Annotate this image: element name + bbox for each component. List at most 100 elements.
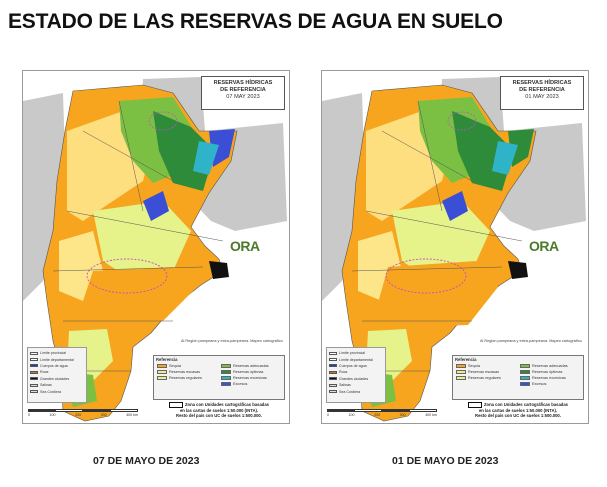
- base-legend-row: Salinas: [329, 382, 383, 388]
- legend-label: Cuerpos de agua: [339, 363, 367, 368]
- argentina-map-shape: [23, 77, 287, 422]
- legend-label: Reservas óptimas: [233, 370, 264, 374]
- legend-item: Reservas óptimas: [520, 370, 580, 374]
- base-legend-row: Límite provincial: [30, 350, 84, 356]
- soil-units-note: Zona con Unidades cartográficas basadas …: [452, 402, 584, 422]
- reference-box-date: 07 MAY 2023: [226, 94, 260, 100]
- legend-swatch-icon: [221, 364, 231, 368]
- excess-zone: [442, 191, 468, 221]
- base-legend-row: Salinas: [30, 382, 84, 388]
- legend-item: Reservas excesivas: [221, 376, 281, 380]
- sierra-ellipse: [86, 258, 168, 294]
- legend-swatch-icon: [30, 351, 38, 355]
- legend-label: Grandes ciudades: [339, 376, 369, 381]
- scale-tick: 300: [100, 413, 107, 417]
- excess-reserves-zone: [193, 141, 219, 175]
- legend-swatch-icon: [30, 377, 38, 381]
- map-caption-left: 07 DE MAYO DE 2023: [93, 455, 200, 467]
- legend-swatch-icon: [520, 364, 530, 368]
- legend-swatch-icon: [30, 370, 38, 374]
- note-line-3: Resto del país con UC de suelos 1:500.00…: [176, 413, 262, 418]
- legend-title: Referencia: [455, 357, 477, 362]
- legend-label: Límite departamental: [40, 357, 74, 362]
- legend-swatch-icon: [157, 370, 167, 374]
- note-line-1: Zona con Unidades cartográficas basadas: [184, 402, 269, 408]
- reserves-legend: Referencia Sequía Reservas adecuadas Reser…: [452, 355, 584, 400]
- scale-tick: 0: [28, 413, 30, 417]
- scale-tick: 200: [75, 413, 82, 417]
- legend-item: Reservas escasas: [456, 370, 516, 374]
- legend-item: Reservas excesivas: [520, 376, 580, 380]
- legend-title: Referencia: [156, 357, 178, 362]
- frame-swatch-icon: [467, 402, 482, 408]
- sierra-ellipse: [385, 258, 467, 294]
- argentina-map-shape: [322, 77, 586, 422]
- regular-reserves-zone: [93, 201, 191, 281]
- legend-label: Reservas excesivas: [532, 376, 566, 380]
- legend-swatch-icon: [221, 376, 231, 380]
- legend-swatch-icon: [329, 377, 337, 381]
- legend-item: Reservas regulares: [456, 376, 516, 380]
- reference-box-subtitle: DE REFERENCIA: [220, 87, 266, 93]
- reference-box: RESERVAS HÍDRICAS DE REFERENCIA 07 MAY 2…: [201, 76, 285, 110]
- legend-label: Reservas regulares: [468, 376, 501, 380]
- reference-box-title: RESERVAS HÍDRICAS: [512, 80, 572, 86]
- legend-swatch-icon: [456, 376, 466, 380]
- base-legend-row: Roca: [30, 369, 84, 375]
- map-caption-right: 01 DE MAYO DE 2023: [392, 455, 499, 467]
- ora-logo: ORA: [529, 238, 559, 254]
- legend-label: Reservas escasas: [468, 370, 500, 374]
- scale-tick: 100: [348, 413, 355, 417]
- city-marker: [209, 261, 229, 279]
- excess-reserves-zone: [492, 141, 518, 175]
- province-boundary: [52, 266, 204, 272]
- legend-label: Reservas excesivas: [233, 376, 267, 380]
- legend-label: Sea Cordiera: [339, 389, 361, 394]
- reference-box-title: RESERVAS HÍDRICAS: [213, 80, 273, 86]
- legend-label: Reservas adecuadas: [532, 364, 568, 368]
- legend-swatch-icon: [329, 370, 337, 374]
- note-line-2: en las cartas de suelos 1:50.000 (INTA).: [478, 408, 558, 413]
- legend-label: Excesos: [233, 382, 248, 386]
- base-legend-row: Límite departamental: [329, 356, 383, 362]
- scale-tick: 400 km: [126, 413, 138, 417]
- province-boundary: [381, 130, 473, 182]
- legend-label: Reservas escasas: [169, 370, 201, 374]
- legend-label: Reservas adecuadas: [233, 364, 269, 368]
- scale-tick: 300: [399, 413, 406, 417]
- neighbor-country-shape: [322, 93, 366, 301]
- base-legend-row: Roca: [329, 369, 383, 375]
- legend-swatch-icon: [221, 370, 231, 374]
- base-legend-row: Límite departamental: [30, 356, 84, 362]
- base-legend-row: Cuerpos de agua: [30, 363, 84, 369]
- excess-zone: [143, 191, 169, 221]
- legend-item: Reservas escasas: [157, 370, 217, 374]
- legend-label: Excesos: [532, 382, 547, 386]
- legend-item: [157, 382, 217, 386]
- legend-label: Límite departamental: [339, 357, 373, 362]
- legend-item: Reservas adecuadas: [520, 364, 580, 368]
- province-boundary: [351, 266, 503, 272]
- legend-swatch-icon: [329, 364, 337, 368]
- province-boundary: [365, 210, 523, 242]
- excess-zone: [508, 129, 534, 167]
- base-legend-row: Límite provincial: [329, 350, 383, 356]
- legend-swatch-icon: [329, 351, 337, 355]
- legend-swatch-icon: [30, 364, 38, 368]
- province-boundary: [66, 210, 224, 242]
- excess-zone: [209, 129, 235, 167]
- legend-label: Sequía: [169, 364, 182, 368]
- legend-swatch-icon: [520, 370, 530, 374]
- province-boundary: [118, 100, 144, 212]
- legend-label: Sequía: [468, 364, 481, 368]
- legend-swatch-icon: [157, 376, 167, 380]
- legend-swatch-icon: [520, 376, 530, 380]
- note-line-3: Resto del país con UC de suelos 1:500.00…: [475, 413, 561, 418]
- scale-bar: 0 100 200 300 400 km: [28, 409, 138, 421]
- legend-label: Roca: [339, 370, 348, 375]
- scale-tick: 400 km: [425, 413, 437, 417]
- scale-tick: 100: [49, 413, 56, 417]
- map-canvas: [322, 77, 586, 422]
- legend-swatch-icon: [520, 382, 530, 386]
- map-base-legend: Límite provincial Límite departamental Cue…: [27, 347, 87, 403]
